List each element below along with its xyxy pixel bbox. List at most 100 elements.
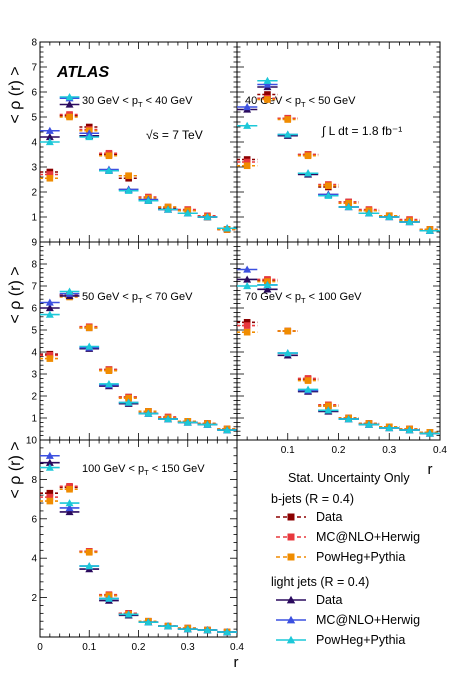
x-tick-label: 0.3 xyxy=(181,642,195,653)
data-point xyxy=(104,166,113,174)
data-point xyxy=(45,310,54,318)
series-2 xyxy=(237,94,440,233)
x-tick-label: 0.2 xyxy=(132,642,146,653)
data-point xyxy=(203,213,212,221)
y-tick-label: 5 xyxy=(31,326,37,337)
data-point xyxy=(223,628,232,636)
lumi-label: ∫ L dt = 1.8 fb⁻¹ xyxy=(321,124,402,138)
data-point xyxy=(46,171,54,178)
data-point xyxy=(85,548,93,556)
y-tick-label: 7 xyxy=(31,282,37,293)
data-point xyxy=(104,379,113,388)
data-point xyxy=(243,322,251,329)
data-point xyxy=(263,285,272,293)
x-tick-label: 0.1 xyxy=(281,445,295,456)
data-point xyxy=(385,213,394,221)
legend: Stat. Uncertainty Only b-jets (R = 0.4) … xyxy=(271,471,420,647)
y-tick-label: 8 xyxy=(31,38,37,49)
data-point xyxy=(364,420,373,428)
legend-marker xyxy=(286,595,296,604)
series-3 xyxy=(40,293,237,433)
legend-entry-6: PowHeg+Pythia xyxy=(276,633,405,647)
data-point xyxy=(46,174,54,182)
legend-label: MC@NLO+Herwig xyxy=(316,613,420,627)
data-point xyxy=(243,275,252,283)
energy-label: √s = 7 TeV xyxy=(146,128,203,142)
data-point xyxy=(66,485,73,493)
y-tick-label: 2 xyxy=(31,188,37,199)
data-point xyxy=(385,423,394,432)
panels-layer: 1 2 3 4 5 6 7 8 30 GeV < pT < 40 GeV 40 GeV < pT … xyxy=(26,38,448,654)
legend-header-bjets: b-jets (R = 0.4) xyxy=(271,492,354,506)
data-point xyxy=(243,265,252,273)
data-point xyxy=(124,610,133,618)
legend-entry-1: Data xyxy=(276,510,342,524)
legend-header-light: light jets (R = 0.4) xyxy=(271,575,369,589)
y-tick-label: 3 xyxy=(31,370,37,381)
data-point xyxy=(325,402,332,410)
panel-title: 100 GeV < pT < 150 GeV xyxy=(82,463,205,477)
data-point xyxy=(283,130,292,138)
data-point xyxy=(405,218,414,226)
legend-entry-5: MC@NLO+Herwig xyxy=(276,613,420,627)
panel-1: 1 2 3 4 5 6 7 8 30 GeV < pT < 40 GeV xyxy=(31,38,238,243)
legend-marker xyxy=(287,553,295,561)
y-tick-label: 9 xyxy=(31,238,37,249)
series-6 xyxy=(40,463,237,636)
data-point xyxy=(65,287,74,295)
data-point xyxy=(45,304,54,312)
legend-marker xyxy=(286,615,296,624)
data-point xyxy=(65,100,74,108)
data-point xyxy=(223,224,232,232)
data-point xyxy=(45,126,54,134)
data-point xyxy=(243,282,252,290)
series-6 xyxy=(40,93,237,232)
data-point xyxy=(144,196,153,204)
data-point xyxy=(405,426,414,434)
data-point xyxy=(85,562,94,570)
data-point xyxy=(104,594,113,602)
y-tick-label: 2 xyxy=(31,392,37,403)
data-point xyxy=(85,324,93,332)
data-point xyxy=(105,152,113,160)
data-point xyxy=(425,226,434,234)
data-point xyxy=(203,626,212,634)
panel-frame xyxy=(39,241,238,441)
data-point xyxy=(284,327,292,335)
y-tick-label: 4 xyxy=(31,138,37,149)
data-point xyxy=(283,349,292,357)
data-point xyxy=(183,209,192,217)
series-3 xyxy=(237,96,440,233)
data-point xyxy=(243,121,252,129)
data-point xyxy=(144,409,153,417)
data-point xyxy=(304,385,313,393)
y-axis-label-bottom: < ρ (r) > xyxy=(7,441,24,498)
data-point xyxy=(164,622,173,630)
y-tick-label: 6 xyxy=(31,514,37,525)
data-point xyxy=(263,76,272,84)
y-tick-label: 6 xyxy=(31,304,37,315)
series-5 xyxy=(40,451,237,636)
series-6 xyxy=(237,280,440,437)
data-point xyxy=(324,191,333,199)
data-point xyxy=(85,133,94,141)
y-tick-label: 3 xyxy=(31,163,37,174)
data-point xyxy=(46,497,54,505)
data-point xyxy=(65,504,74,512)
data-point xyxy=(65,93,74,101)
data-point xyxy=(243,328,251,336)
data-point xyxy=(284,116,292,123)
series-6 xyxy=(237,76,440,234)
data-point xyxy=(243,103,252,111)
x-tick-label: 0.4 xyxy=(433,445,447,456)
stat-note: Stat. Uncertainty Only xyxy=(288,471,410,485)
data-point xyxy=(364,209,373,217)
data-point xyxy=(164,415,173,423)
y-tick-label: 1 xyxy=(31,414,37,425)
data-point xyxy=(264,96,271,103)
data-point xyxy=(344,415,353,423)
panel-3: 1 2 3 4 5 6 7 8 9 50 GeV < pT < 70 GeV xyxy=(31,238,238,441)
data-point xyxy=(425,429,434,437)
legend-marker xyxy=(287,533,295,541)
data-point xyxy=(45,451,54,459)
